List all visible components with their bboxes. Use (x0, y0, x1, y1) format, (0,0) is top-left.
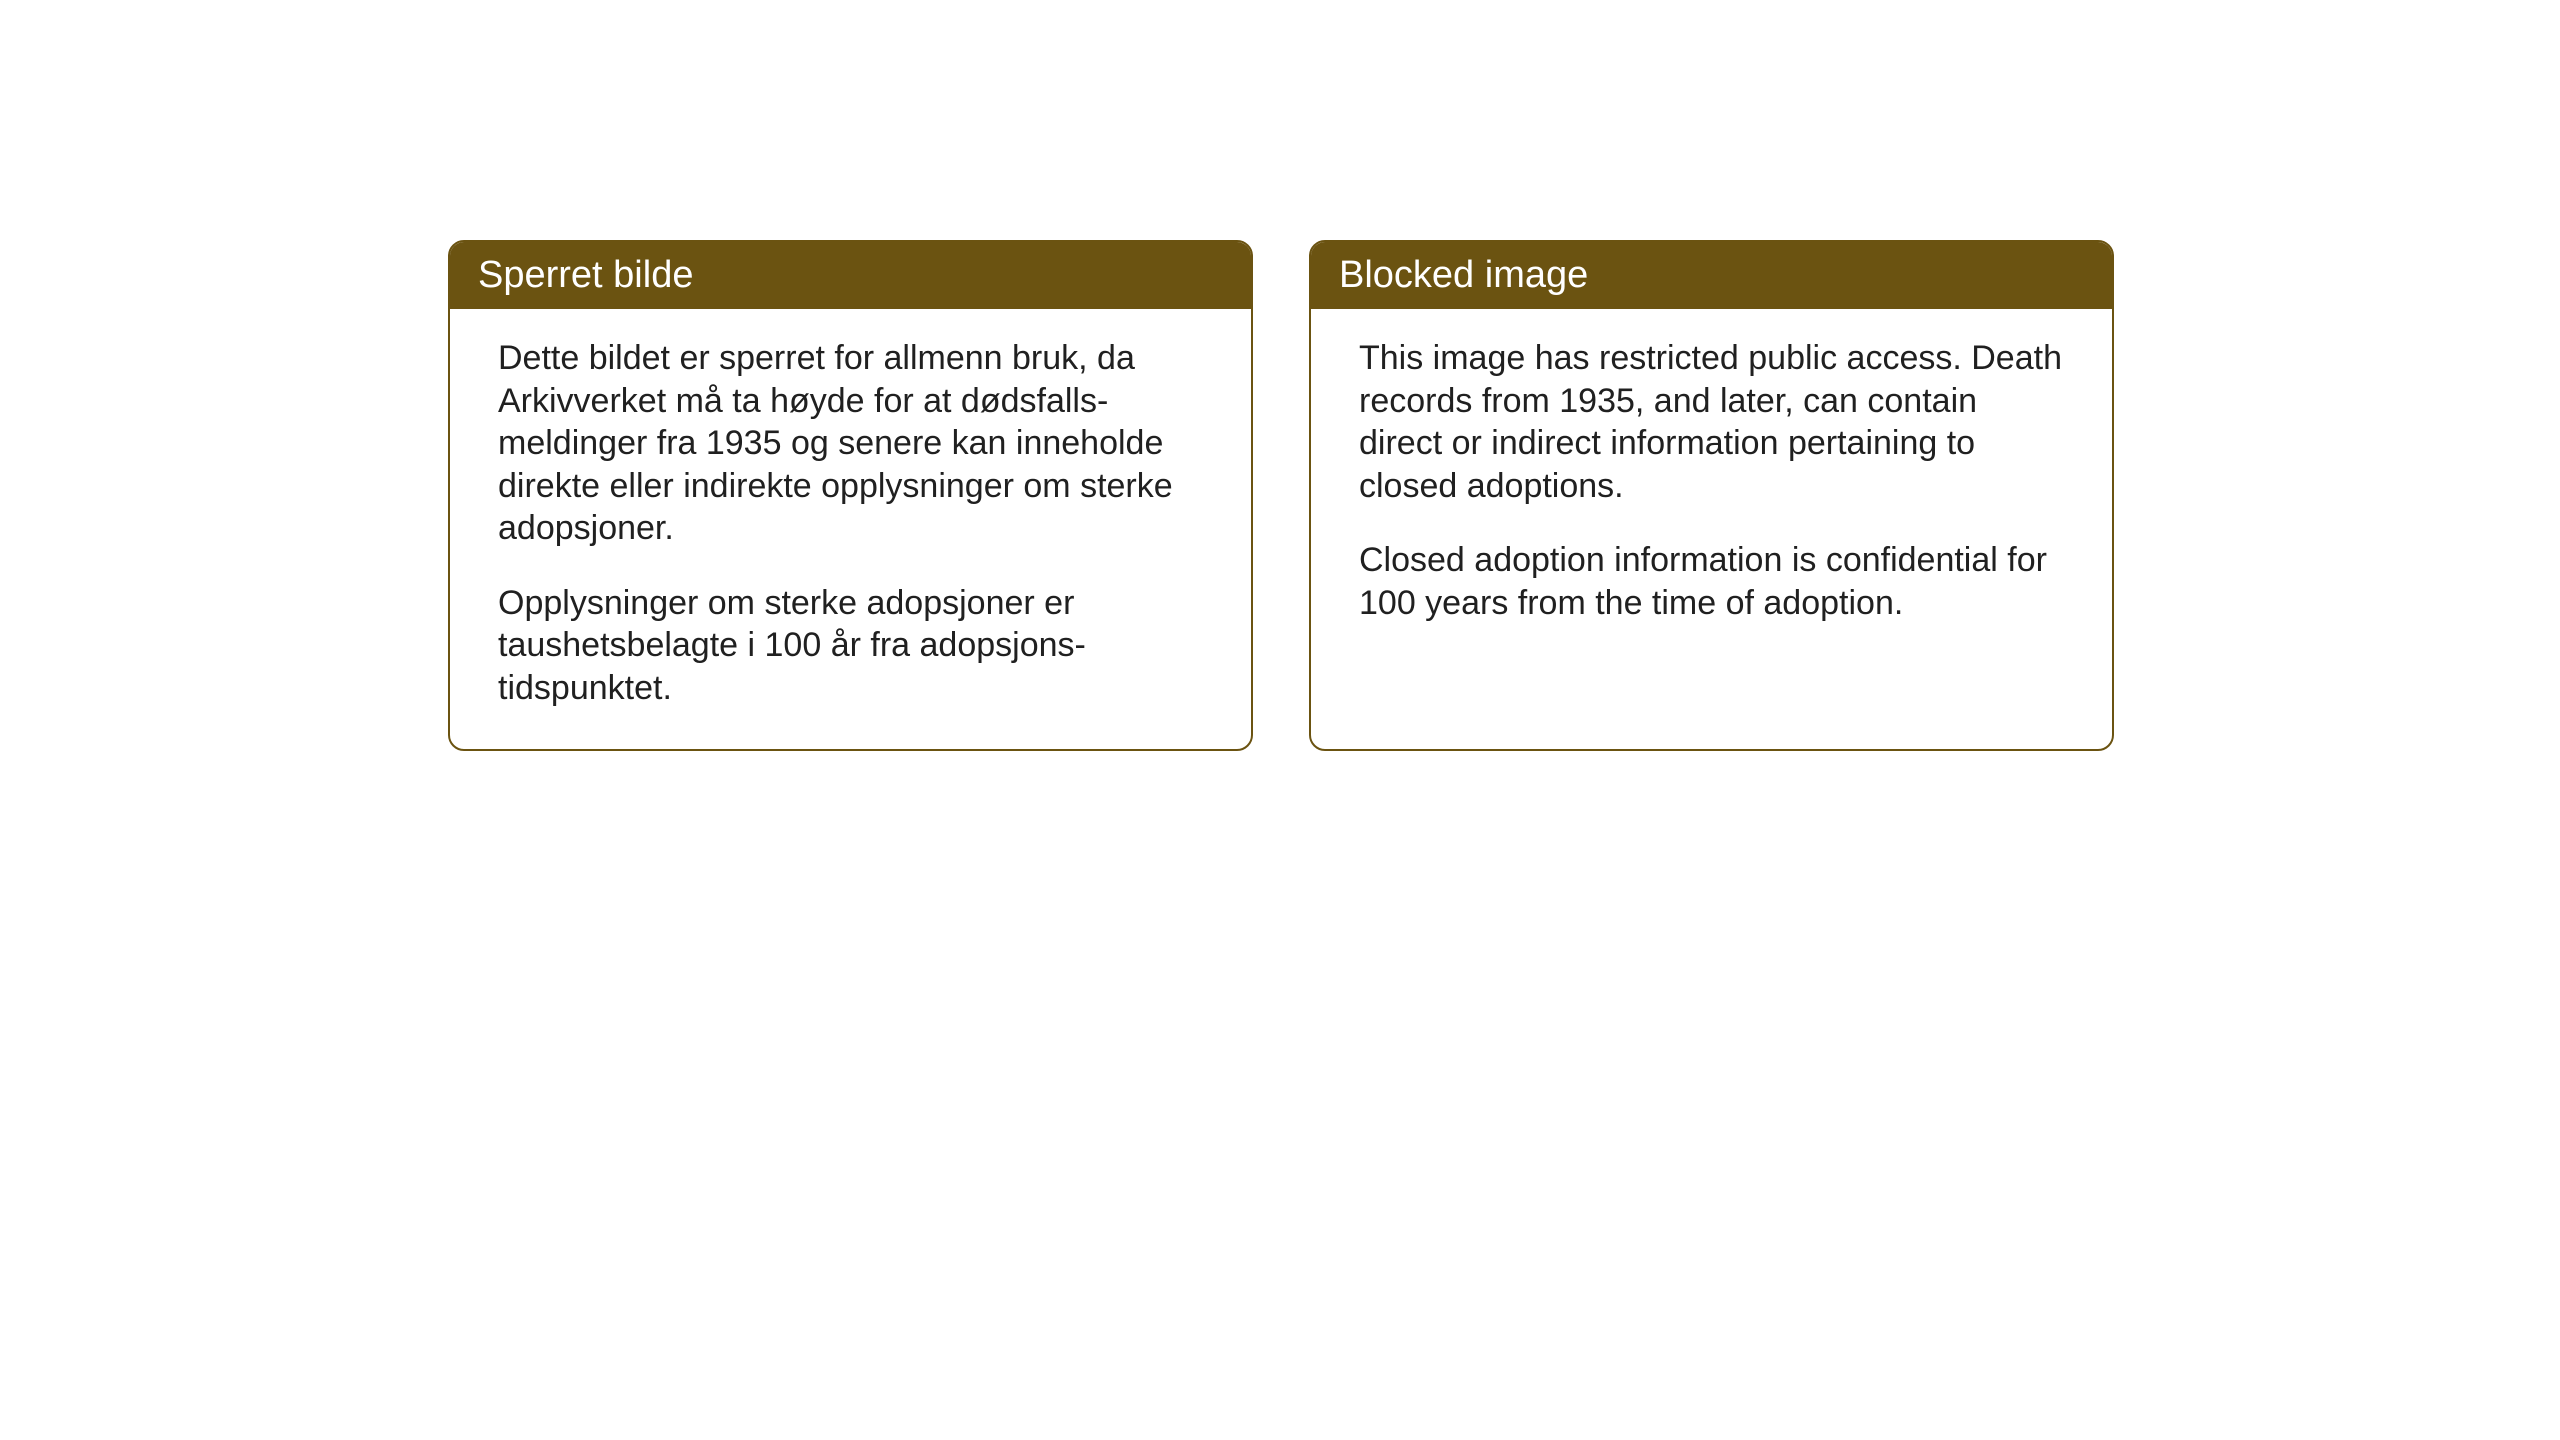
card-title: Blocked image (1339, 254, 1588, 296)
card-body-english: This image has restricted public access.… (1311, 309, 2112, 664)
notice-card-norwegian: Sperret bilde Dette bildet er sperret fo… (448, 240, 1253, 751)
card-paragraph: Closed adoption information is confident… (1359, 539, 2064, 624)
card-title: Sperret bilde (478, 254, 693, 296)
card-header-norwegian: Sperret bilde (450, 242, 1251, 309)
card-paragraph: Dette bildet er sperret for allmenn bruk… (498, 337, 1203, 550)
notice-card-english: Blocked image This image has restricted … (1309, 240, 2114, 751)
card-body-norwegian: Dette bildet er sperret for allmenn bruk… (450, 309, 1251, 749)
card-paragraph: Opplysninger om sterke adopsjoner er tau… (498, 582, 1203, 710)
notice-container: Sperret bilde Dette bildet er sperret fo… (448, 240, 2114, 751)
card-header-english: Blocked image (1311, 242, 2112, 309)
card-paragraph: This image has restricted public access.… (1359, 337, 2064, 507)
